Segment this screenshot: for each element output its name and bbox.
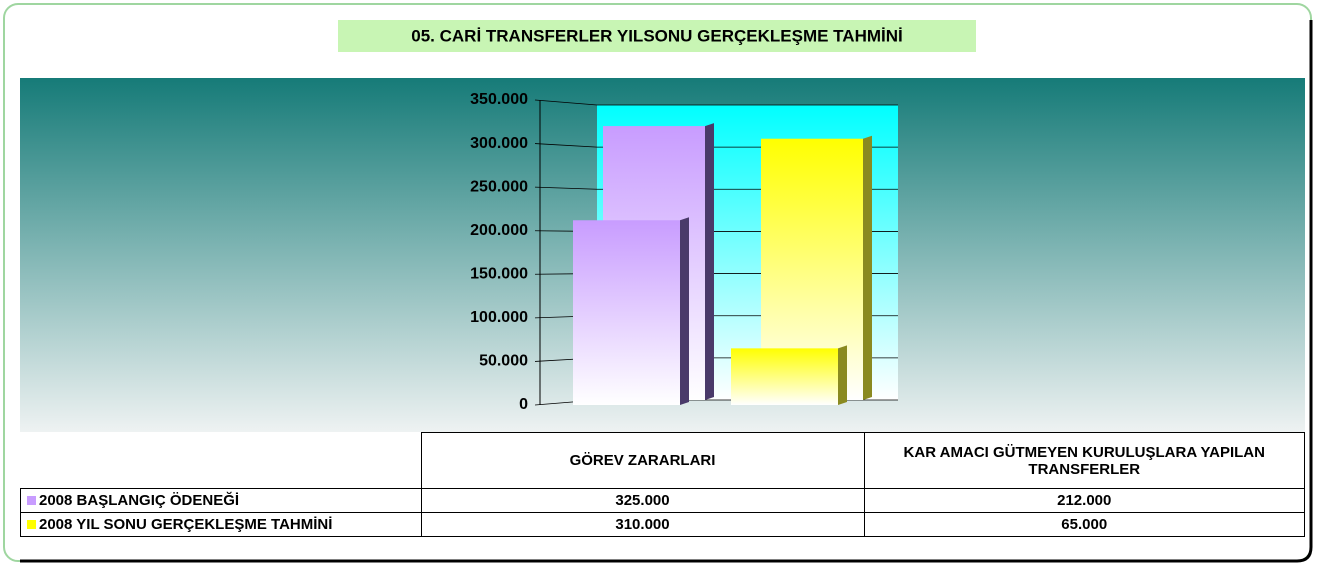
chart-title: 05. CARİ TRANSFERLER YILSONU GERÇEKLEŞME… [411, 26, 902, 45]
frame-shadow [20, 20, 1313, 563]
bar-side [838, 345, 847, 405]
bar [731, 348, 838, 405]
data-table: GÖREV ZARARLARI KAR AMACI GÜTMEYEN KURUL… [20, 432, 1305, 537]
bar-side [863, 135, 872, 400]
table-value: 310.000 [420, 512, 865, 537]
category-label: GÖREV ZARARLARI [420, 432, 865, 489]
bar-side [680, 217, 689, 405]
y-tick-label: 0 [519, 396, 528, 413]
y-tick-label: 50.000 [479, 353, 528, 370]
y-tick-label: 150.000 [470, 266, 528, 283]
table-value: 65.000 [863, 512, 1305, 537]
y-tick-label: 350.000 [470, 91, 528, 108]
table-value: 212.000 [863, 488, 1305, 513]
legend-swatch [27, 520, 36, 529]
bar [573, 220, 680, 405]
category-label: KAR AMACI GÜTMEYEN KURULUŞLARA YAPILAN T… [863, 432, 1305, 489]
title-box [338, 20, 976, 52]
y-tick-label: 300.000 [470, 135, 528, 152]
legend-label: 2008 BAŞLANGIÇ ÖDENEĞİ [39, 492, 240, 509]
y-tick-label: 250.000 [470, 178, 528, 195]
grid-line [534, 99, 898, 106]
legend-swatch [27, 496, 36, 505]
table-value: 325.000 [420, 488, 865, 513]
bar-side [705, 123, 714, 401]
y-tick-label: 200.000 [470, 222, 528, 239]
y-tick-label: 100.000 [470, 309, 528, 326]
legend-label: 2008 YIL SONU GERÇEKLEŞME TAHMİNİ [39, 516, 333, 533]
